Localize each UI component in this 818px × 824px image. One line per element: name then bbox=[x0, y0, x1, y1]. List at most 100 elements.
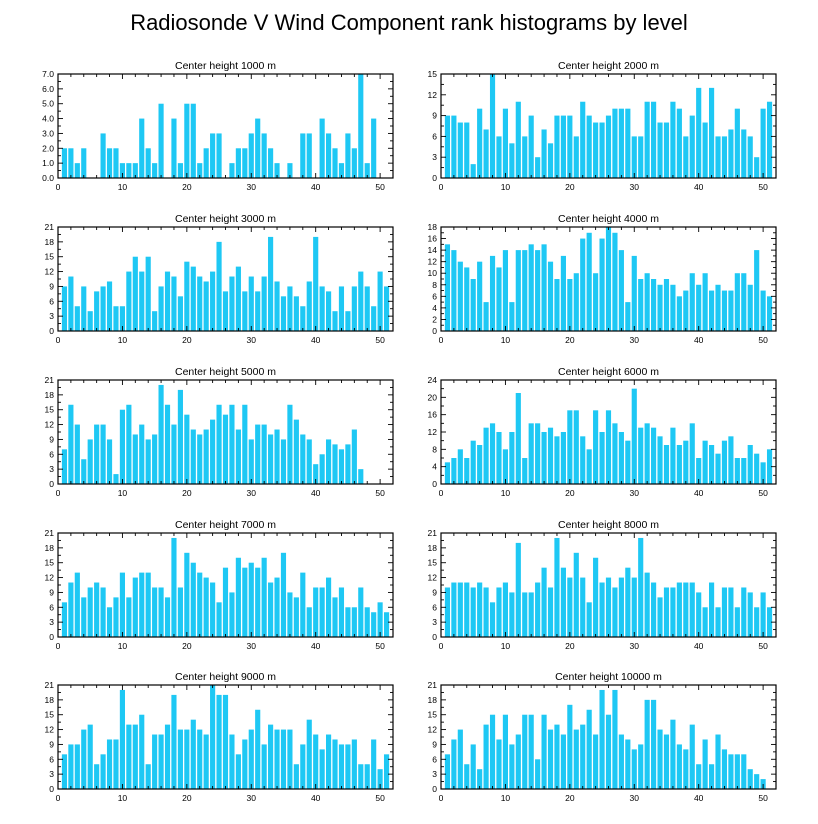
bar-rank-33 bbox=[651, 101, 657, 178]
bar-rank-2 bbox=[451, 115, 457, 178]
y-tick-label: 21 bbox=[45, 680, 55, 690]
bar-rank-30 bbox=[248, 133, 254, 178]
bar-rank-16 bbox=[158, 384, 164, 484]
bar-rank-46 bbox=[734, 273, 740, 331]
y-tick-label: 12 bbox=[45, 267, 55, 277]
bar-rank-28 bbox=[618, 734, 624, 789]
x-tick-label: 30 bbox=[247, 182, 257, 192]
bar-rank-31 bbox=[255, 709, 261, 789]
bar-rank-44 bbox=[721, 290, 728, 331]
bar-rank-4 bbox=[81, 459, 87, 484]
bar-rank-17 bbox=[164, 597, 171, 637]
bar-rank-3 bbox=[74, 306, 80, 331]
bar-rank-34 bbox=[274, 281, 280, 331]
bar-rank-51 bbox=[766, 296, 773, 331]
bar-rank-19 bbox=[560, 115, 566, 178]
bar-rank-18 bbox=[554, 436, 560, 484]
bar-rank-7 bbox=[100, 587, 106, 637]
y-tick-label: 2.0 bbox=[42, 143, 54, 153]
bar-rank-40 bbox=[696, 764, 702, 789]
y-tick-label: 12 bbox=[428, 725, 438, 735]
bar-rank-11 bbox=[509, 744, 515, 789]
bar-rank-5 bbox=[470, 164, 476, 178]
bar-rank-19 bbox=[177, 163, 183, 178]
bar-rank-12 bbox=[132, 577, 138, 637]
bar-rank-11 bbox=[126, 597, 132, 637]
bar-rank-38 bbox=[683, 749, 689, 789]
x-tick-label: 30 bbox=[630, 182, 640, 192]
bar-rank-45 bbox=[345, 744, 351, 789]
x-tick-label: 50 bbox=[758, 335, 768, 345]
bar-rank-43 bbox=[715, 453, 721, 484]
x-tick-label: 40 bbox=[311, 641, 321, 651]
bar-rank-30 bbox=[631, 577, 637, 637]
bar-rank-13 bbox=[139, 271, 145, 331]
bar-rank-33 bbox=[268, 724, 274, 789]
bar-rank-13 bbox=[139, 424, 145, 484]
bar-rank-40 bbox=[696, 458, 702, 484]
bar-rank-46 bbox=[351, 286, 357, 331]
y-tick-label: 12 bbox=[45, 573, 55, 583]
x-tick-label: 0 bbox=[56, 182, 61, 192]
x-tick-label: 20 bbox=[565, 335, 575, 345]
bar-rank-17 bbox=[547, 427, 554, 484]
x-tick-label: 20 bbox=[565, 793, 575, 803]
bar-rank-29 bbox=[625, 739, 631, 789]
bar-rank-29 bbox=[242, 404, 248, 484]
bar-rank-34 bbox=[274, 163, 280, 178]
x-tick-label: 30 bbox=[247, 641, 257, 651]
y-tick-label: 1.0 bbox=[42, 158, 54, 168]
bar-rank-28 bbox=[235, 557, 241, 637]
bar-rank-32 bbox=[261, 424, 267, 484]
bar-rank-18 bbox=[171, 424, 177, 484]
x-tick-label: 10 bbox=[501, 335, 511, 345]
bar-rank-14 bbox=[145, 148, 151, 178]
bar-rank-5 bbox=[470, 279, 476, 331]
bar-rank-8 bbox=[106, 281, 113, 331]
bar-rank-42 bbox=[326, 291, 332, 331]
bar-rank-1 bbox=[61, 754, 68, 789]
bar-rank-42 bbox=[326, 133, 332, 178]
bar-rank-42 bbox=[709, 764, 715, 789]
bar-rank-33 bbox=[651, 699, 657, 789]
bar-rank-46 bbox=[734, 108, 740, 178]
bar-rank-7 bbox=[483, 302, 489, 331]
bar-rank-40 bbox=[313, 587, 319, 637]
y-tick-label: 18 bbox=[428, 222, 438, 232]
y-tick-label: 6 bbox=[432, 131, 437, 141]
bar-rank-48 bbox=[747, 445, 753, 484]
y-tick-label: 15 bbox=[428, 69, 438, 79]
bar-rank-34 bbox=[657, 122, 663, 178]
bar-rank-45 bbox=[345, 133, 351, 178]
y-tick-label: 15 bbox=[428, 558, 438, 568]
bar-rank-26 bbox=[222, 291, 229, 331]
panel-title: Center height 3000 m bbox=[175, 213, 276, 225]
bar-rank-48 bbox=[364, 607, 370, 637]
bar-rank-7 bbox=[100, 133, 106, 178]
bar-rank-48 bbox=[364, 286, 370, 331]
bar-rank-14 bbox=[145, 256, 151, 331]
y-tick-label: 2 bbox=[432, 314, 437, 324]
y-tick-label: 18 bbox=[45, 695, 55, 705]
x-tick-label: 50 bbox=[758, 488, 768, 498]
bar-rank-4 bbox=[464, 122, 470, 178]
x-tick-label: 20 bbox=[182, 641, 192, 651]
bar-rank-47 bbox=[358, 764, 364, 789]
x-tick-label: 20 bbox=[182, 488, 192, 498]
bar-rank-7 bbox=[100, 286, 106, 331]
y-tick-label: 0 bbox=[432, 784, 437, 794]
y-tick-label: 16 bbox=[428, 410, 438, 420]
bar-rank-11 bbox=[509, 432, 515, 484]
x-tick-label: 50 bbox=[375, 182, 385, 192]
bar-rank-51 bbox=[766, 449, 773, 484]
bar-rank-13 bbox=[522, 592, 528, 637]
bar-rank-49 bbox=[754, 250, 760, 331]
x-tick-label: 50 bbox=[375, 641, 385, 651]
x-tick-label: 50 bbox=[758, 182, 768, 192]
bar-rank-33 bbox=[268, 434, 274, 484]
panel-3: Center height 3000 m 0 3 6 9 12 15 18 21 0 10 20 30 4… bbox=[45, 213, 394, 345]
bar-rank-10 bbox=[502, 108, 508, 178]
bar-rank-25 bbox=[599, 122, 605, 178]
bar-rank-21 bbox=[573, 273, 579, 331]
bar-rank-18 bbox=[171, 537, 177, 637]
